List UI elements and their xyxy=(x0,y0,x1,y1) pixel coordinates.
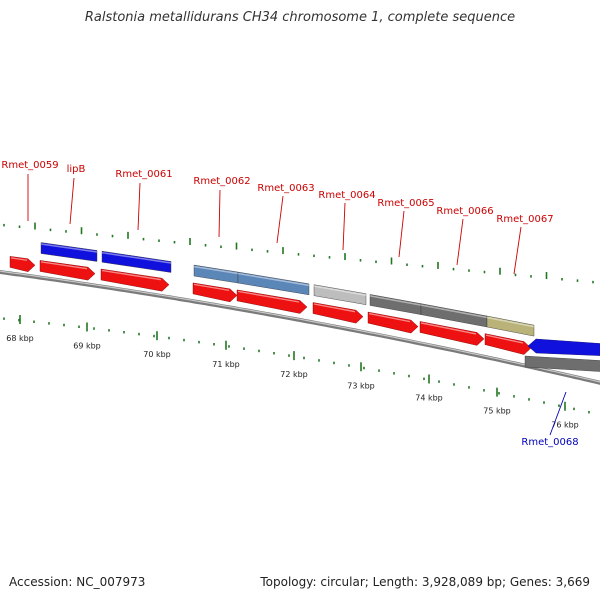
leader-line xyxy=(456,218,464,266)
gene-label: lipB xyxy=(67,164,86,175)
cds-rmet-0059-shine xyxy=(10,257,28,261)
cds-rmet-0065 xyxy=(367,311,419,334)
gene-label: Rmet_0061 xyxy=(115,169,172,180)
gene-label: Rmet_0064 xyxy=(318,190,375,201)
gene-label: Rmet_0063 xyxy=(257,183,314,194)
feature-track xyxy=(40,242,600,372)
tick-marks xyxy=(3,222,594,414)
feature-rmet-0067 xyxy=(486,315,535,337)
feature-rmet-0064-shine xyxy=(313,285,367,296)
feature-rmet-0064 xyxy=(313,284,367,305)
cds-rmet-0063-shine xyxy=(237,290,300,303)
backbone-highlight xyxy=(0,270,600,383)
cds-rmet-0065-shine xyxy=(368,312,411,323)
leader-line xyxy=(513,226,522,275)
feature-rmet-0061-shine xyxy=(101,251,172,264)
feature-rmet-0065-shine xyxy=(369,295,422,306)
gene-label: Rmet_0059 xyxy=(1,160,58,171)
cds-rmet-0062-shine xyxy=(193,283,230,292)
cds-lipB xyxy=(39,260,96,281)
leader-line xyxy=(69,177,75,225)
kbp-scale: 68 kbp 69 kbp 70 kbp 71 kbp 72 kbp 73 kbp 74 k… xyxy=(6,334,579,430)
kbp-label: 72 kbp xyxy=(280,370,308,379)
cds-rmet-0066 xyxy=(419,321,485,346)
kbp-label: 74 kbp xyxy=(415,393,443,402)
gene-label: Rmet_0062 xyxy=(193,176,250,187)
feature-rmet-0067-shine xyxy=(486,316,535,328)
feature-lipB xyxy=(40,242,98,262)
feature-lipB-shine xyxy=(40,243,98,253)
kbp-label: 69 kbp xyxy=(73,341,101,350)
leader-line xyxy=(342,202,346,251)
cds-rmet-0062 xyxy=(192,282,238,303)
cds-rmet-0066-shine xyxy=(420,322,477,335)
kbp-label: 70 kbp xyxy=(143,350,171,359)
leader-line xyxy=(276,195,284,244)
feature-rmet-0063 xyxy=(237,271,310,296)
cds-rmet-0059 xyxy=(9,256,36,272)
leader-line xyxy=(137,182,141,231)
gene-label: Rmet_0068 xyxy=(521,437,578,448)
page-title: Ralstonia metallidurans CH34 chromosome … xyxy=(84,10,516,25)
feature-rmet-0063-shine xyxy=(237,272,310,287)
backbone xyxy=(0,269,600,385)
kbp-label: 75 kbp xyxy=(483,407,511,416)
cds-rmet-0061 xyxy=(100,268,170,292)
accession-text: Accession: NC_007973 xyxy=(9,575,146,589)
cds-track xyxy=(9,256,600,356)
feature-rmet-0068 xyxy=(524,355,600,372)
gene-label: Rmet_0065 xyxy=(377,198,434,209)
gene-labels: Rmet_0059 lipB Rmet_0061 Rmet_0062 Rmet_0063… xyxy=(1,160,578,448)
cds-rmet-0063 xyxy=(236,289,308,314)
cds-rmet-0067-shine xyxy=(485,334,524,344)
feature-rmet-0066-shine xyxy=(420,304,488,319)
gene-label: Rmet_0067 xyxy=(496,214,553,225)
kbp-label: 68 kbp xyxy=(6,334,34,343)
cds-rmet-0064 xyxy=(312,302,364,324)
sequence-summary: Topology: circular; Length: 3,928,089 bp… xyxy=(260,575,590,589)
leader-line xyxy=(398,210,405,258)
gene-label: Rmet_0066 xyxy=(436,206,493,217)
leader-line xyxy=(218,189,221,238)
leader-line xyxy=(549,391,567,436)
cds-rmet-0067 xyxy=(484,333,532,355)
cds-rmet-0061-shine xyxy=(101,269,162,281)
kbp-label: 76 kbp xyxy=(551,421,579,430)
cds-lipB-shine xyxy=(40,261,88,270)
feature-rmet-0062-shine xyxy=(193,265,239,275)
kbp-label: 73 kbp xyxy=(347,381,375,390)
backbone-line xyxy=(0,269,600,385)
kbp-label: 71 kbp xyxy=(212,360,240,369)
cds-rmet-0068 xyxy=(527,338,600,356)
feature-rmet-0061 xyxy=(101,250,172,273)
cds-rmet-0064-shine xyxy=(313,303,356,313)
